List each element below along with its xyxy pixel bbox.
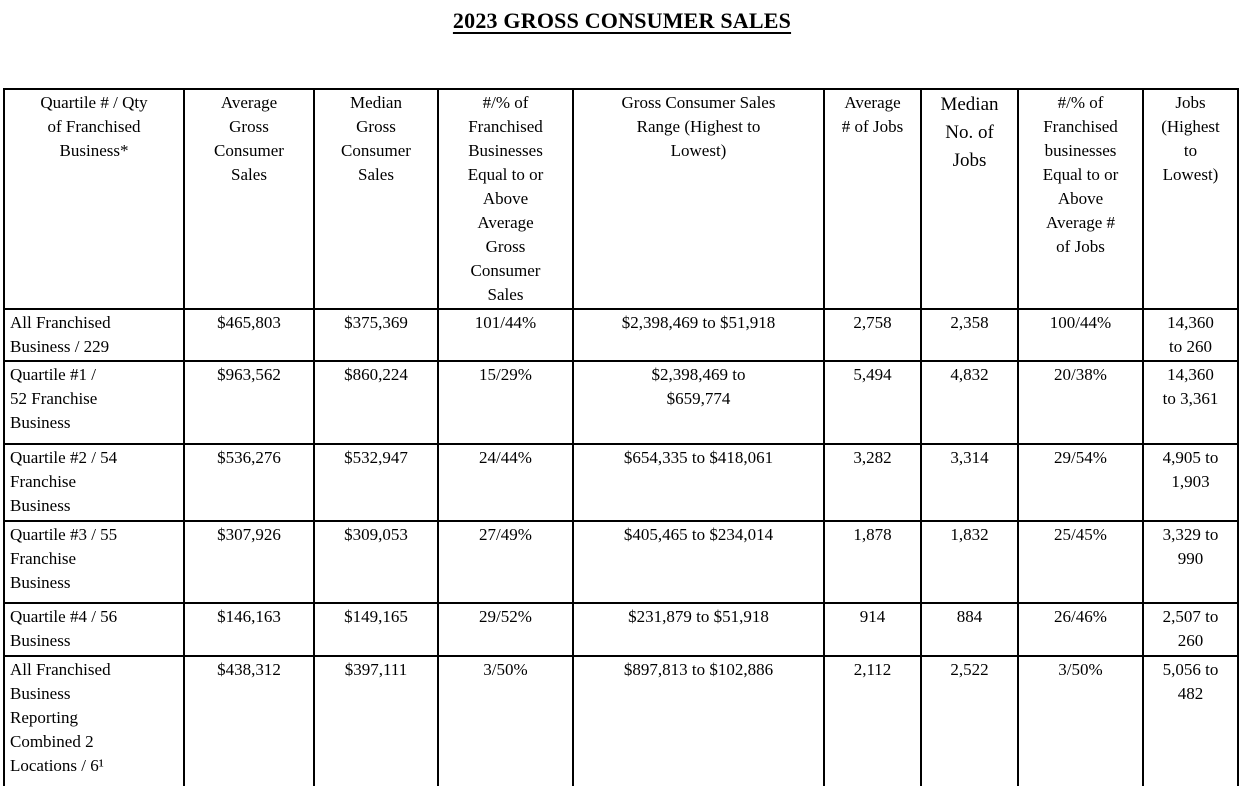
table-row-quartile-3: Quartile #3 / 55 Franchise Business $307… [3,520,1239,604]
table-cell: 3/50% [437,655,574,786]
table-cell: 5,056 to 482 [1142,655,1239,786]
table-cell: 14,360 to 260 [1142,308,1239,362]
table-cell: 24/44% [437,443,574,522]
table-cell: $532,947 [313,443,439,522]
table-cell: $897,813 to $102,886 [572,655,825,786]
table-cell: 15/29% [437,360,574,445]
column-header-median-jobs: Median No. of Jobs [920,88,1019,310]
table-cell: 1,832 [920,520,1019,604]
table-cell: 29/52% [437,602,574,657]
row-label-cell: Quartile #4 / 56 Business [3,602,185,657]
table-cell: 4,905 to 1,903 [1142,443,1239,522]
table-cell: 3,314 [920,443,1019,522]
column-header-average-gross-sales: Average Gross Consumer Sales [183,88,315,310]
table-cell: 27/49% [437,520,574,604]
table-cell: $405,465 to $234,014 [572,520,825,604]
column-header-pct-above-average-jobs: #/% of Franchised businesses Equal to or… [1017,88,1144,310]
table-cell: 2,522 [920,655,1019,786]
table-cell: $307,926 [183,520,315,604]
table-cell: 2,112 [823,655,922,786]
table-cell: $438,312 [183,655,315,786]
table-cell: 20/38% [1017,360,1144,445]
table-cell: $465,803 [183,308,315,362]
row-label-cell: All Franchised Business Reporting Combin… [3,655,185,786]
gross-consumer-sales-table: Quartile # / Qty of Franchised Business*… [3,88,1239,786]
row-label-cell: Quartile #1 / 52 Franchise Business [3,360,185,445]
table-cell: 25/45% [1017,520,1144,604]
column-header-pct-above-average-sales: #/% of Franchised Businesses Equal to or… [437,88,574,310]
table-cell: $309,053 [313,520,439,604]
row-label-cell: Quartile #3 / 55 Franchise Business [3,520,185,604]
table-cell: 5,494 [823,360,922,445]
table-cell: 4,832 [920,360,1019,445]
page-title: 2023 GROSS CONSUMER SALES [452,8,792,33]
table-row-quartile-4: Quartile #4 / 56 Business $146,163 $149,… [3,602,1239,657]
table-cell: $231,879 to $51,918 [572,602,825,657]
table-row-quartile-2: Quartile #2 / 54 Franchise Business $536… [3,443,1239,522]
column-header-average-jobs: Average # of Jobs [823,88,922,310]
table-cell: 1,878 [823,520,922,604]
table-cell: 2,507 to 260 [1142,602,1239,657]
table-cell: $2,398,469 to $51,918 [572,308,825,362]
column-header-sales-range: Gross Consumer Sales Range (Highest to L… [572,88,825,310]
table-cell: $654,335 to $418,061 [572,443,825,522]
table-cell: $146,163 [183,602,315,657]
table-cell: 26/46% [1017,602,1144,657]
table-cell: 101/44% [437,308,574,362]
table-cell: 884 [920,602,1019,657]
table-cell: 914 [823,602,922,657]
table-body: All Franchised Business / 229 $465,803 $… [3,308,1239,786]
table-cell: 2,358 [920,308,1019,362]
header-row: Quartile # / Qty of Franchised Business*… [3,88,1239,310]
table-cell: 14,360 to 3,361 [1142,360,1239,445]
table-cell: $536,276 [183,443,315,522]
table-cell: $375,369 [313,308,439,362]
table-cell: 3/50% [1017,655,1144,786]
table-cell: $860,224 [313,360,439,445]
table-cell: 29/54% [1017,443,1144,522]
table-cell: $963,562 [183,360,315,445]
table-row-all-franchised: All Franchised Business / 229 $465,803 $… [3,308,1239,362]
table-row-quartile-1: Quartile #1 / 52 Franchise Business $963… [3,360,1239,445]
row-label-cell: All Franchised Business / 229 [3,308,185,362]
table-cell: 2,758 [823,308,922,362]
table-cell: 3,329 to 990 [1142,520,1239,604]
table-header: Quartile # / Qty of Franchised Business*… [3,88,1239,310]
table-cell: $2,398,469 to $659,774 [572,360,825,445]
table-cell: 3,282 [823,443,922,522]
row-label-cell: Quartile #2 / 54 Franchise Business [3,443,185,522]
column-header-jobs-range: Jobs (Highest to Lowest) [1142,88,1239,310]
column-header-median-gross-sales: Median Gross Consumer Sales [313,88,439,310]
column-header-quartile: Quartile # / Qty of Franchised Business* [3,88,185,310]
table-row-combined-locations: All Franchised Business Reporting Combin… [3,655,1239,786]
table-cell: $149,165 [313,602,439,657]
table-cell: 100/44% [1017,308,1144,362]
table-cell: $397,111 [313,655,439,786]
